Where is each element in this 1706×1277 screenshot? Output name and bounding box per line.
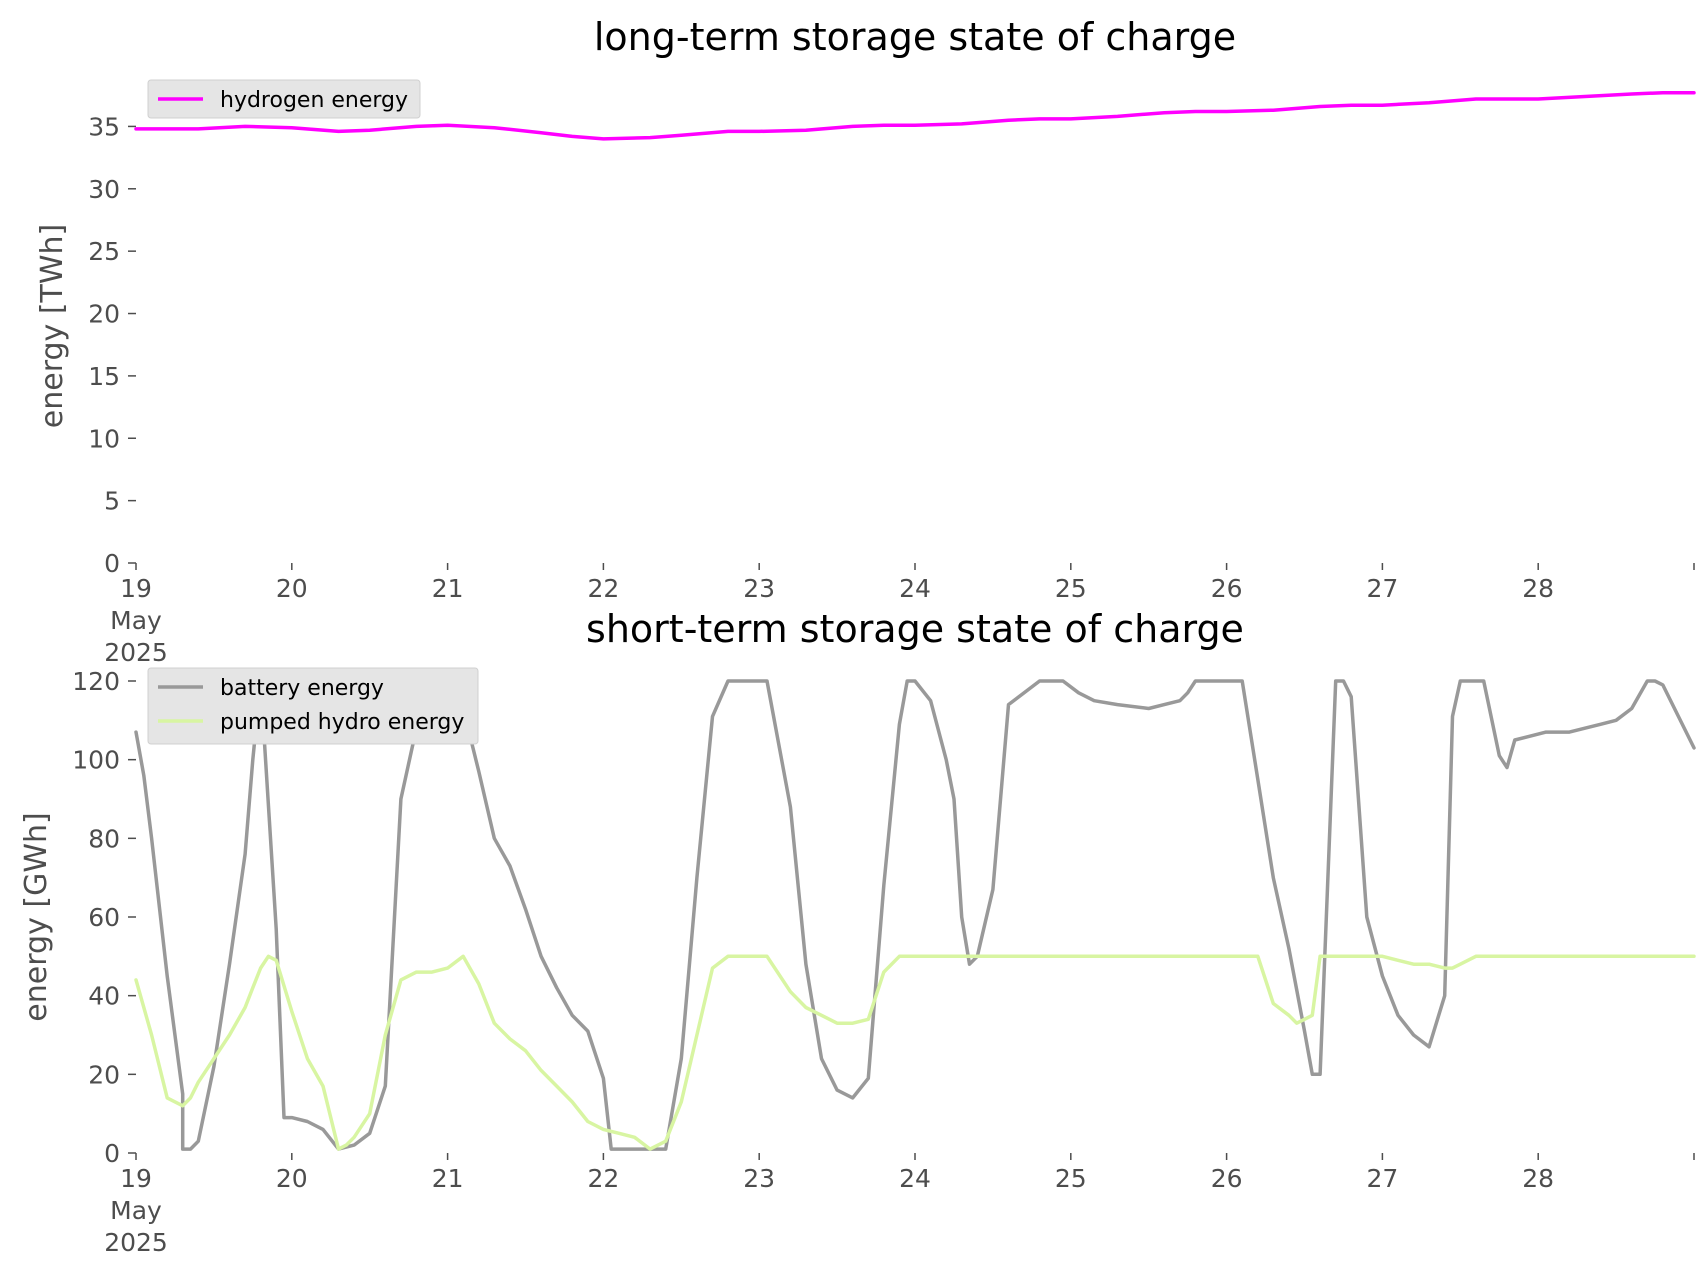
x-tick-label: May <box>110 606 162 635</box>
y-axis-label: energy [GWh] <box>19 812 54 1021</box>
legend-label: pumped hydro energy <box>220 710 464 735</box>
long-term-storage-chart: long-term storage state of charge energy … <box>35 15 1696 667</box>
x-tick-label: 21 <box>432 574 464 603</box>
x-tick-label: 23 <box>743 574 775 603</box>
x-tick-label: 26 <box>1211 574 1243 603</box>
legend-box <box>147 79 421 119</box>
x-tick-label: 26 <box>1211 1164 1243 1193</box>
x-tick-label: 20 <box>276 574 308 603</box>
chart-title: long-term storage state of charge <box>594 15 1236 59</box>
y-tick-label: 30 <box>88 175 120 204</box>
y-tick-label: 0 <box>104 1139 120 1168</box>
x-tick-label: 22 <box>587 574 619 603</box>
legend-label: battery energy <box>220 676 384 701</box>
y-tick-label: 80 <box>88 824 120 853</box>
legend-label: hydrogen energy <box>220 88 408 113</box>
x-tick-label: May <box>110 1196 162 1225</box>
x-tick-label: 20 <box>276 1164 308 1193</box>
y-tick-label: 20 <box>88 1060 120 1089</box>
series-line-1 <box>134 90 1696 141</box>
x-tick-label: 23 <box>743 1164 775 1193</box>
x-tick-label: 19 <box>120 574 152 603</box>
x-tick-label: 25 <box>1055 574 1087 603</box>
x-tick-label: 19 <box>120 1164 152 1193</box>
y-tick-label: 15 <box>88 362 120 391</box>
series-line-1 <box>134 679 1696 1151</box>
x-tick-label: 22 <box>587 1164 619 1193</box>
y-tick-label: 25 <box>88 237 120 266</box>
y-tick-label: 100 <box>72 746 120 775</box>
y-tick-label: 5 <box>104 487 120 516</box>
series-line-2 <box>134 954 1696 1151</box>
chart-title: short-term storage state of charge <box>586 607 1244 651</box>
y-tick-label: 120 <box>72 667 120 696</box>
short-term-storage-chart: short-term storage state of charge energy… <box>19 607 1696 1257</box>
y-tick-label: 0 <box>104 549 120 578</box>
y-tick-label: 40 <box>88 982 120 1011</box>
y-tick-label: 35 <box>88 112 120 141</box>
x-tick-label: 27 <box>1366 1164 1398 1193</box>
x-tick-label: 28 <box>1522 574 1554 603</box>
legend-box <box>147 667 479 745</box>
x-tick-label: 2025 <box>104 638 168 667</box>
x-tick-label: 25 <box>1055 1164 1087 1193</box>
y-axis-label: energy [TWh] <box>35 224 70 428</box>
x-tick-label: 24 <box>899 1164 931 1193</box>
x-tick-label: 24 <box>899 574 931 603</box>
y-tick-label: 20 <box>88 300 120 329</box>
y-tick-label: 10 <box>88 424 120 453</box>
y-tick-label: 60 <box>88 903 120 932</box>
x-tick-label: 2025 <box>104 1228 168 1257</box>
x-tick-label: 21 <box>432 1164 464 1193</box>
x-tick-label: 27 <box>1366 574 1398 603</box>
x-tick-label: 28 <box>1522 1164 1554 1193</box>
